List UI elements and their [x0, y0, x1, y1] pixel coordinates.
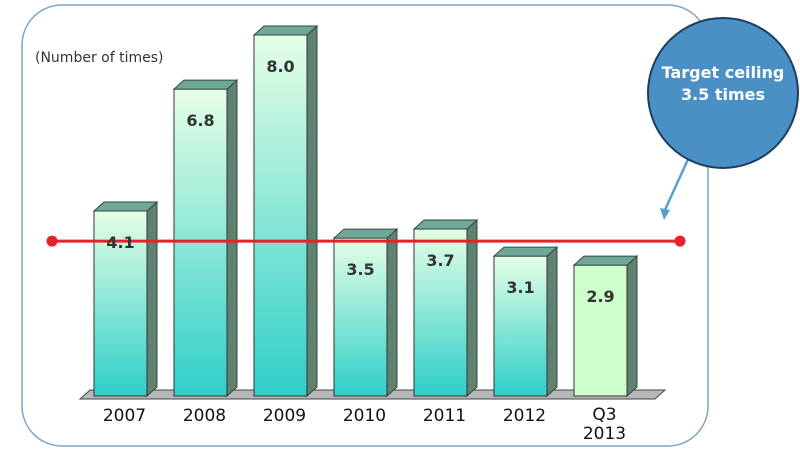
bar-side — [306, 24, 318, 398]
bar-top — [332, 228, 399, 239]
reference-line-start-marker — [46, 235, 58, 247]
bar-front — [333, 237, 388, 397]
x-tick-label: Q3 — [592, 405, 616, 425]
x-tick-label: 2010 — [343, 406, 386, 426]
bar-front — [413, 228, 468, 397]
bar — [572, 255, 639, 398]
x-tick-label: 2012 — [503, 406, 546, 426]
bar — [172, 79, 239, 398]
bar-top — [572, 255, 639, 266]
bar-side — [466, 218, 478, 398]
data-label: 8.0 — [266, 57, 294, 76]
data-label: 3.1 — [506, 278, 534, 297]
bar-side — [626, 255, 638, 398]
bar-top — [492, 246, 559, 257]
callout-bubble — [647, 17, 799, 169]
bar-side — [226, 79, 238, 398]
bar — [492, 245, 559, 398]
bar-top — [412, 219, 479, 230]
bar-side — [146, 200, 158, 398]
data-label: 6.8 — [186, 111, 214, 130]
reference-line-group — [46, 235, 686, 247]
bar-front — [173, 88, 228, 397]
bar-top — [92, 201, 159, 212]
callout-line-1: Target ceiling — [662, 63, 785, 82]
bar-front — [253, 34, 308, 397]
bar — [412, 218, 479, 398]
callout-line-2: 3.5 times — [681, 85, 765, 104]
data-label: 3.7 — [426, 251, 454, 270]
x-tick-label: 2008 — [183, 406, 226, 426]
bar — [252, 24, 319, 398]
bar-front — [573, 264, 628, 397]
bar — [92, 200, 159, 398]
bar — [332, 227, 399, 398]
callout-arrowhead — [660, 208, 670, 220]
data-labels-group: 4.1 6.8 8.0 3.5 3.7 3.1 2.9 — [106, 57, 614, 306]
y-axis-label: (Number of times) — [35, 50, 163, 66]
reference-line-end-marker — [674, 235, 686, 247]
data-label: 3.5 — [346, 260, 374, 279]
bar-top — [172, 79, 239, 90]
x-tick-label: 2007 — [103, 406, 146, 426]
bar-top — [252, 25, 319, 36]
x-tick-label: 2009 — [263, 406, 306, 426]
x-tick-label: 2011 — [423, 406, 466, 426]
bar-side — [546, 245, 558, 398]
target-callout: Target ceiling 3.5 times — [647, 17, 799, 220]
data-label: 2.9 — [586, 287, 614, 306]
bar-side — [386, 227, 398, 398]
data-label: 4.1 — [106, 233, 134, 252]
bars-group — [92, 24, 639, 398]
bar-front — [493, 255, 548, 397]
x-tick-label: 2013 — [583, 424, 626, 444]
callout-arrow — [662, 154, 692, 213]
